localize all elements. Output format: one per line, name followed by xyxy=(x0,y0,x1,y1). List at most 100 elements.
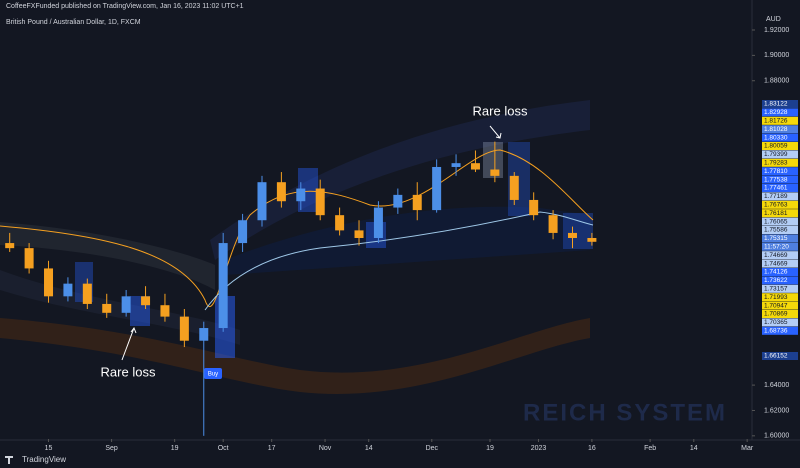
x-tick-label: 15 xyxy=(45,445,53,452)
price-tag-label: 1.77810 xyxy=(764,168,788,175)
y-tick-label: 1.60000 xyxy=(764,433,789,440)
price-tag xyxy=(762,133,798,142)
watermark: REICH SYSTEM xyxy=(523,399,727,426)
x-tick-label: 17 xyxy=(268,445,276,452)
price-tag xyxy=(762,192,798,201)
arrow xyxy=(489,125,502,139)
logo xyxy=(5,456,13,464)
candle-body xyxy=(5,243,15,249)
buy-badge xyxy=(204,368,222,379)
price-tag xyxy=(762,352,798,360)
price-tag-label: 1.77461 xyxy=(764,185,788,192)
candle-body xyxy=(529,199,539,216)
candle-body xyxy=(82,283,92,304)
candle-body xyxy=(102,303,112,313)
candle-body xyxy=(335,215,345,231)
price-tag-label: 1.75586 xyxy=(764,227,788,234)
price-tag-label: 1.71993 xyxy=(764,294,788,301)
candle-body xyxy=(141,296,151,306)
candle-body xyxy=(296,188,306,202)
price-tag-label: 1.76065 xyxy=(764,218,788,225)
price-tag xyxy=(762,251,798,260)
price-tag xyxy=(762,167,798,176)
band xyxy=(225,206,590,275)
price-tag-label: 1.74126 xyxy=(764,269,788,276)
candle-body xyxy=(470,163,480,170)
price-tag xyxy=(762,116,798,125)
price-tag-label: 1.70365 xyxy=(764,319,788,326)
price-tag-label: 1.79399 xyxy=(764,151,788,158)
footer-brand: TradingView xyxy=(22,455,66,464)
candle-body xyxy=(548,215,558,233)
publisher: CoffeeFXFunded published on TradingView.… xyxy=(6,3,244,10)
band xyxy=(210,100,590,260)
price-tag-label: 1.76763 xyxy=(764,202,788,209)
candle-body xyxy=(121,296,131,313)
price-tag xyxy=(762,242,798,251)
price-tag xyxy=(762,234,798,243)
price-tag-label: 1.82928 xyxy=(764,109,788,116)
candle-body xyxy=(373,207,383,238)
candle-body xyxy=(393,194,403,208)
x-tick-label: 14 xyxy=(365,445,373,452)
x-tick-label: Oct xyxy=(218,445,229,452)
price-tag xyxy=(762,209,798,218)
price-tag-label: 1.77189 xyxy=(764,193,788,200)
arrow xyxy=(121,326,137,361)
price-tag-label: 1.83122 xyxy=(764,101,788,108)
x-tick-label: Mar xyxy=(741,445,754,452)
price-tag xyxy=(762,100,798,108)
candle-body xyxy=(238,220,248,244)
moving-average xyxy=(204,211,594,311)
price-tag-label: 1.77538 xyxy=(764,176,788,183)
x-tick-label: 2023 xyxy=(531,445,547,452)
x-tick-label: 14 xyxy=(690,445,698,452)
price-tag xyxy=(762,200,798,209)
price-tag xyxy=(762,259,798,268)
price-tag-label: 11:57:20 xyxy=(764,244,789,251)
candle-body xyxy=(490,169,500,176)
price-tag-label: 1.79283 xyxy=(764,160,788,167)
band xyxy=(0,318,590,394)
candle-body xyxy=(44,268,54,297)
candle-body xyxy=(63,283,73,297)
trade-box xyxy=(483,142,503,178)
y-tick-label: 1.62000 xyxy=(764,407,789,414)
x-tick-label: Nov xyxy=(319,445,332,452)
annotation: Rare loss xyxy=(101,364,156,379)
price-tag-label: 1.73622 xyxy=(764,277,788,284)
price-tag xyxy=(762,284,798,293)
y-tick-label: 1.64000 xyxy=(764,382,789,389)
x-tick-label: Feb xyxy=(644,445,656,452)
price-tag xyxy=(762,276,798,285)
moving-average xyxy=(0,149,594,308)
candle-body xyxy=(160,305,170,317)
price-tag-label: 1.68736 xyxy=(764,328,788,335)
x-tick-label: 16 xyxy=(588,445,596,452)
candle-body xyxy=(199,328,209,341)
trade-box xyxy=(563,213,593,249)
candle-body xyxy=(257,182,267,221)
candle-body xyxy=(354,230,364,238)
candle-body xyxy=(179,316,189,341)
price-tag xyxy=(762,150,798,159)
price-tag xyxy=(762,175,798,184)
y-tick-label: 1.92000 xyxy=(764,27,789,34)
price-tag xyxy=(762,125,798,134)
x-tick-label: Dec xyxy=(426,445,439,452)
candle-body xyxy=(509,175,519,200)
price-tag-label: 1.66152 xyxy=(764,353,788,360)
y-tick-label: 1.88000 xyxy=(764,78,789,85)
price-tag xyxy=(762,226,798,234)
price-tag xyxy=(762,310,798,318)
price-tag-label: 1.76181 xyxy=(764,210,788,217)
price-tag-label: 1.70947 xyxy=(764,302,788,309)
price-tag xyxy=(762,268,798,276)
x-tick-label: Sep xyxy=(105,445,118,452)
price-tag xyxy=(762,108,798,117)
price-tag-label: 1.80059 xyxy=(764,143,788,150)
price-tag-label: 1.81028 xyxy=(764,126,788,133)
x-tick-label: 19 xyxy=(171,445,179,452)
price-tag xyxy=(762,326,798,335)
